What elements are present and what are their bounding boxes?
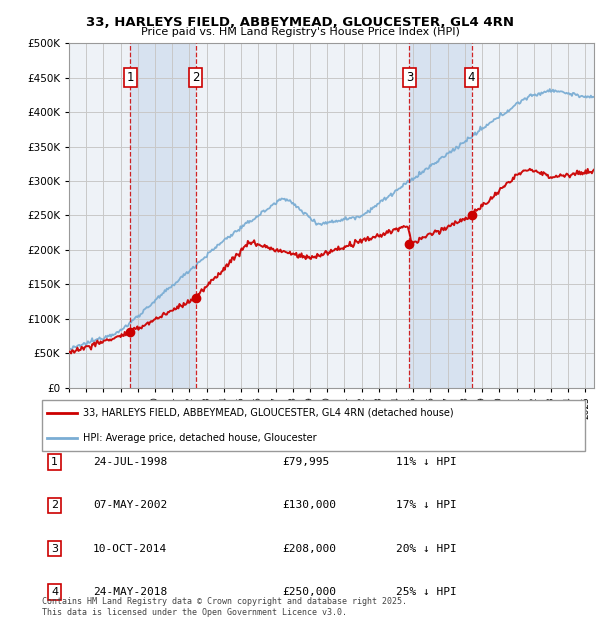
Text: Price paid vs. HM Land Registry's House Price Index (HPI): Price paid vs. HM Land Registry's House … xyxy=(140,27,460,37)
Text: 20% ↓ HPI: 20% ↓ HPI xyxy=(396,544,457,554)
Text: 2: 2 xyxy=(51,500,58,510)
Text: Contains HM Land Registry data © Crown copyright and database right 2025.
This d: Contains HM Land Registry data © Crown c… xyxy=(42,598,407,617)
Text: 1: 1 xyxy=(51,457,58,467)
Text: £250,000: £250,000 xyxy=(282,587,336,597)
Text: 25% ↓ HPI: 25% ↓ HPI xyxy=(396,587,457,597)
Text: 3: 3 xyxy=(51,544,58,554)
Text: 24-MAY-2018: 24-MAY-2018 xyxy=(93,587,167,597)
Text: 2: 2 xyxy=(192,71,199,84)
Text: 10-OCT-2014: 10-OCT-2014 xyxy=(93,544,167,554)
Text: HPI: Average price, detached house, Gloucester: HPI: Average price, detached house, Glou… xyxy=(83,433,316,443)
Bar xyxy=(409,43,472,388)
Text: 4: 4 xyxy=(51,587,58,597)
Text: 33, HARLEYS FIELD, ABBEYMEAD, GLOUCESTER, GL4 4RN (detached house): 33, HARLEYS FIELD, ABBEYMEAD, GLOUCESTER… xyxy=(83,407,454,418)
Text: 4: 4 xyxy=(468,71,475,84)
Text: £79,995: £79,995 xyxy=(282,457,329,467)
Text: 07-MAY-2002: 07-MAY-2002 xyxy=(93,500,167,510)
Text: 17% ↓ HPI: 17% ↓ HPI xyxy=(396,500,457,510)
Text: 3: 3 xyxy=(406,71,413,84)
Text: 24-JUL-1998: 24-JUL-1998 xyxy=(93,457,167,467)
Bar xyxy=(130,43,196,388)
Text: 33, HARLEYS FIELD, ABBEYMEAD, GLOUCESTER, GL4 4RN: 33, HARLEYS FIELD, ABBEYMEAD, GLOUCESTER… xyxy=(86,16,514,29)
Text: 1: 1 xyxy=(127,71,134,84)
Text: £208,000: £208,000 xyxy=(282,544,336,554)
Text: 11% ↓ HPI: 11% ↓ HPI xyxy=(396,457,457,467)
Text: £130,000: £130,000 xyxy=(282,500,336,510)
